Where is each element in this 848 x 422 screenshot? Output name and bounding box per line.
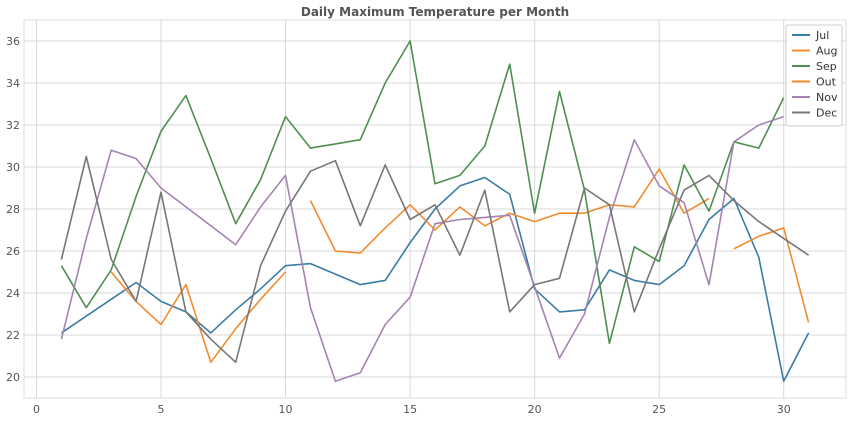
legend-label: Dec [816, 107, 837, 120]
series-lines [60, 40, 810, 382]
x-tick-label: 5 [158, 403, 165, 416]
y-tick-label: 32 [6, 119, 20, 132]
x-tick-label: 30 [777, 403, 791, 416]
chart-title: Daily Maximum Temperature per Month [301, 5, 569, 19]
legend-label: Aug [816, 45, 837, 58]
legend-label: Jul [815, 29, 829, 42]
y-tick-label: 20 [6, 371, 20, 384]
y-tick-label: 36 [6, 35, 20, 48]
legend: Jul Aug Sep Out Nov Dec [785, 24, 843, 127]
legend-label: Sep [816, 60, 837, 73]
y-tick-label: 28 [6, 203, 20, 216]
x-tick-labels: 0 5 10 15 20 25 30 [33, 403, 791, 416]
y-tick-label: 26 [6, 245, 20, 258]
y-tick-labels: 20 22 24 26 28 30 32 34 36 [6, 35, 20, 384]
x-tick-label: 10 [279, 403, 293, 416]
x-tick-label: 20 [528, 403, 542, 416]
y-tick-label: 34 [6, 77, 20, 90]
series-line-nov [60, 115, 784, 382]
grid-lines [24, 20, 846, 398]
series-line-sep [60, 40, 785, 345]
x-tick-label: 0 [33, 403, 40, 416]
x-tick-label: 25 [652, 403, 666, 416]
x-tick-label: 15 [403, 403, 417, 416]
y-tick-label: 30 [6, 161, 20, 174]
legend-label: Nov [816, 91, 838, 104]
y-tick-label: 24 [6, 287, 20, 300]
y-tick-label: 22 [6, 329, 20, 342]
series-line-out [110, 227, 810, 364]
legend-label: Out [816, 76, 837, 89]
series-line-aug [309, 168, 710, 254]
series-line-dec [60, 155, 810, 364]
